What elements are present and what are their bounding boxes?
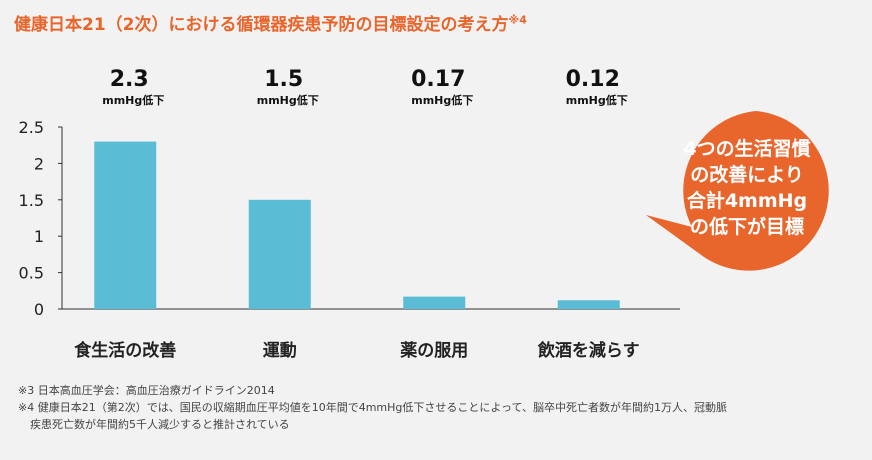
bar <box>94 141 157 309</box>
bar <box>248 199 311 309</box>
y-tick-label: 1.5 <box>19 191 44 210</box>
callout-line: の改善により <box>690 164 804 186</box>
y-tick-label: 0 <box>34 300 44 319</box>
footnote: ※3 日本高血圧学会：高血圧治療ガイドライン2014 <box>18 384 275 397</box>
x-tick-label: 飲酒を減らす <box>537 340 640 361</box>
y-tick-label: 0.5 <box>19 264 44 283</box>
data-label: 2.3 <box>110 67 149 92</box>
data-unit-label: mmHg低下 <box>257 93 319 107</box>
footnote: 疾患死亡数が年間約5千人減少すると推計されている <box>30 418 290 431</box>
data-label: 0.17 <box>411 67 465 92</box>
callout-bubble <box>646 111 829 271</box>
x-tick-label: 薬の服用 <box>400 341 468 361</box>
data-unit-label: mmHg低下 <box>102 93 164 107</box>
bar <box>403 296 466 309</box>
x-tick-label: 運動 <box>263 340 297 361</box>
data-label: 0.12 <box>566 67 620 92</box>
chart-title-note: ※4 <box>508 13 527 27</box>
footnotes: ※3 日本高血圧学会：高血圧治療ガイドライン2014 ※4 健康日本21（第2次… <box>18 382 863 433</box>
data-unit-label: mmHg低下 <box>411 93 473 107</box>
bar <box>557 300 620 309</box>
callout-text: 4つの生活習慣 の改善により 合計4mmHg の低下が目標 <box>652 136 842 240</box>
footnote: ※4 健康日本21（第2次）では、国民の収縮期血圧平均値を10年間で4mmHg低… <box>18 401 727 414</box>
chart-title: 健康日本21（2次）における循環器疾患予防の目標設定の考え方※4 <box>14 10 527 35</box>
y-tick-label: 1 <box>34 227 44 246</box>
data-label: 1.5 <box>264 67 303 92</box>
data-unit-label: mmHg低下 <box>566 93 628 107</box>
callout-line: の低下が目標 <box>689 216 804 238</box>
y-tick-label: 2.5 <box>19 118 44 137</box>
callout-shape <box>646 111 829 271</box>
chart-title-text: 健康日本21（2次）における循環器疾患予防の目標設定の考え方 <box>14 15 509 35</box>
callout-line: 4つの生活習慣 <box>683 138 811 160</box>
x-tick-label: 食生活の改善 <box>74 340 176 361</box>
callout-line: 合計4mmHg <box>686 190 808 212</box>
y-tick-label: 2 <box>34 154 44 173</box>
